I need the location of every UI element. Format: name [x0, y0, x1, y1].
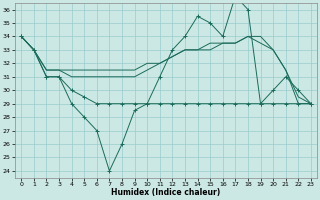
X-axis label: Humidex (Indice chaleur): Humidex (Indice chaleur): [111, 188, 221, 197]
